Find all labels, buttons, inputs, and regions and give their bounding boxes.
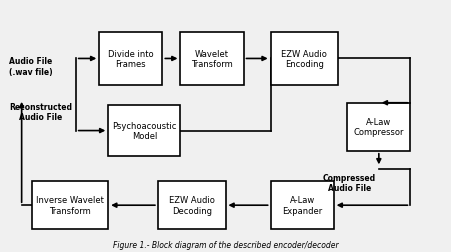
Text: EZW Audio
Encoding: EZW Audio Encoding bbox=[281, 50, 327, 69]
Bar bbox=[158, 181, 226, 229]
Text: A-Law
Expander: A-Law Expander bbox=[282, 196, 322, 215]
Text: A-Law
Compressor: A-Law Compressor bbox=[354, 118, 404, 137]
Text: Figure 1.- Block diagram of the described encoder/decoder: Figure 1.- Block diagram of the describe… bbox=[113, 240, 338, 249]
Bar bbox=[347, 103, 410, 151]
Text: Reconstructed
Audio File: Reconstructed Audio File bbox=[9, 103, 72, 122]
Bar bbox=[271, 33, 338, 86]
Text: Wavelet
Transform: Wavelet Transform bbox=[191, 50, 233, 69]
Text: Divide into
Frames: Divide into Frames bbox=[108, 50, 154, 69]
Bar bbox=[99, 33, 162, 86]
Bar bbox=[271, 181, 334, 229]
Text: Psychoacoustic
Model: Psychoacoustic Model bbox=[112, 121, 176, 141]
Text: EZW Audio
Decoding: EZW Audio Decoding bbox=[169, 196, 215, 215]
Bar bbox=[108, 106, 180, 156]
Bar bbox=[32, 181, 108, 229]
Text: Audio File
(.wav file): Audio File (.wav file) bbox=[9, 57, 53, 76]
Bar bbox=[180, 33, 244, 86]
Text: Compressed
Audio File: Compressed Audio File bbox=[323, 173, 376, 192]
Text: Inverse Wavelet
Transform: Inverse Wavelet Transform bbox=[36, 196, 104, 215]
